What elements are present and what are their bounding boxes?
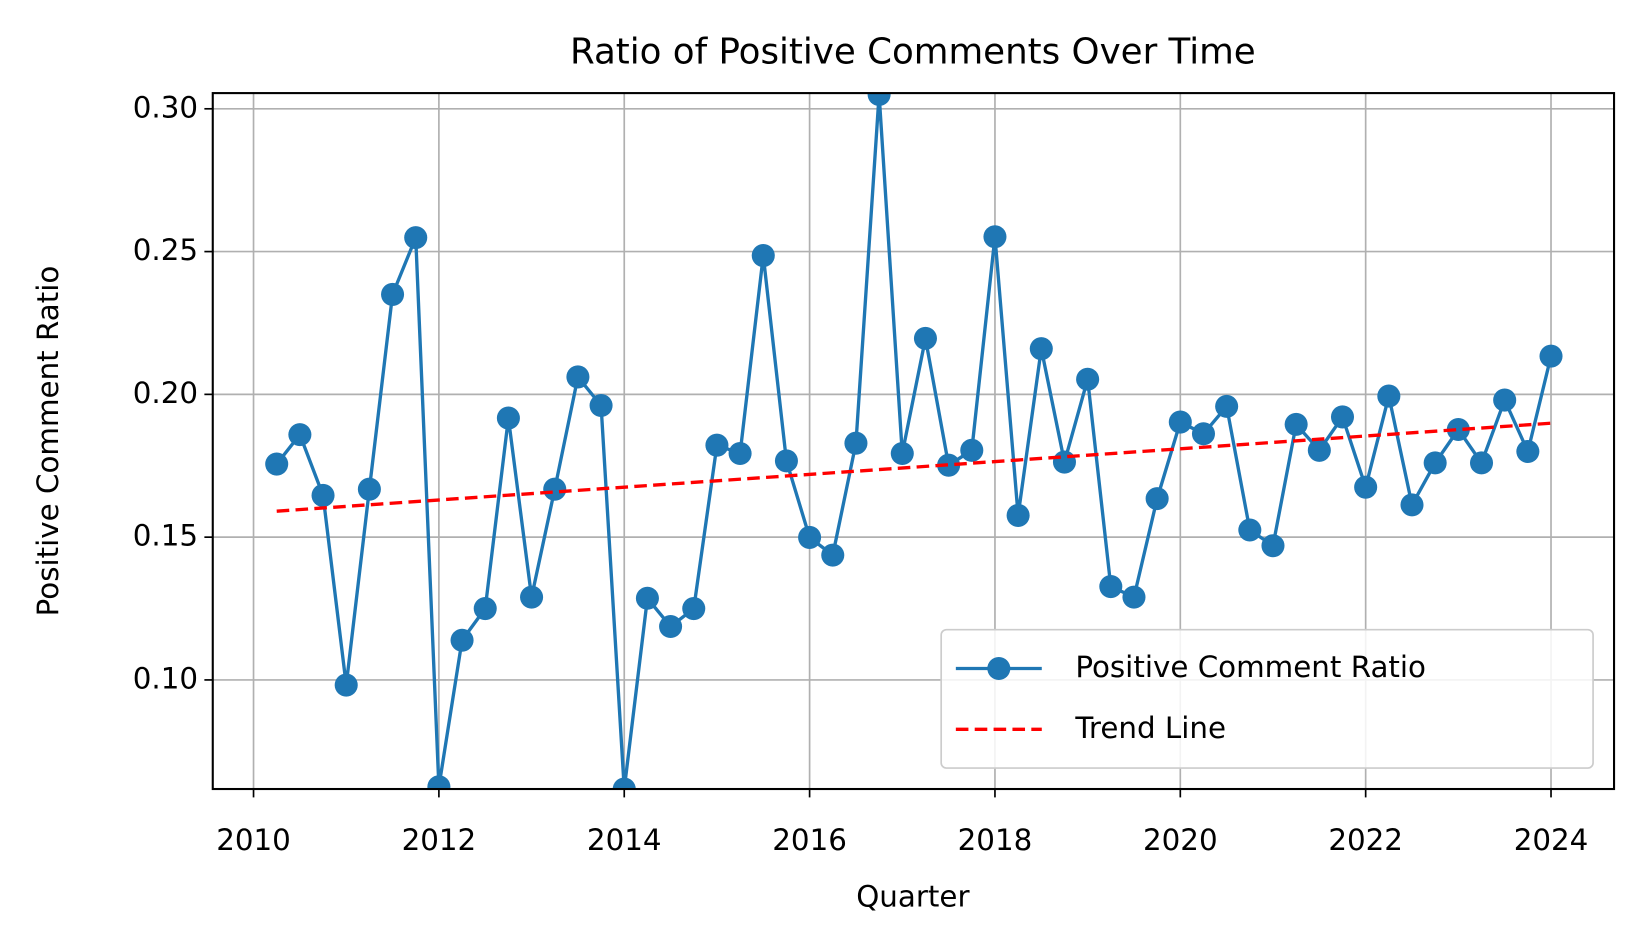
data-point — [659, 615, 683, 639]
data-point — [960, 438, 984, 462]
data-point — [334, 673, 358, 697]
legend-box — [940, 628, 1594, 769]
data-point — [1539, 344, 1563, 368]
data-point — [798, 525, 822, 549]
y-tick-label: 0.25 — [133, 233, 198, 267]
data-point — [1052, 450, 1076, 474]
data-point — [288, 423, 312, 447]
data-point — [1076, 367, 1100, 391]
data-point — [1168, 410, 1192, 434]
data-point — [427, 775, 451, 790]
data-line — [276, 421, 1552, 513]
data-point — [1516, 439, 1540, 464]
x-tick-label: 2010 — [216, 823, 291, 857]
data-point — [937, 453, 961, 477]
data-point — [1238, 518, 1262, 542]
data-point — [311, 483, 335, 507]
data-point — [1400, 493, 1424, 517]
data-point — [543, 477, 567, 501]
data-point — [1284, 412, 1308, 436]
data-point — [1122, 585, 1146, 609]
data-point — [1354, 475, 1378, 499]
data-point — [1377, 384, 1401, 408]
x-tick-label: 2016 — [772, 823, 847, 857]
data-point — [589, 393, 613, 418]
data-point — [1330, 405, 1355, 429]
data-point — [1307, 438, 1331, 462]
data-point — [751, 244, 775, 268]
data-point — [728, 441, 752, 466]
x-tick-label: 2018 — [958, 823, 1033, 857]
data-point — [1469, 451, 1494, 475]
data-point — [821, 543, 845, 567]
plot-area — [265, 93, 1563, 790]
chart-title: Ratio of Positive Comments Over Time — [570, 31, 1256, 72]
x-tick-label: 2012 — [402, 823, 477, 857]
data-point — [913, 326, 937, 350]
data-point — [566, 365, 590, 389]
data-point — [1099, 575, 1123, 599]
data-point — [381, 282, 405, 306]
data-point — [357, 477, 381, 501]
data-point — [1006, 503, 1030, 527]
x-axis-label: Quarter — [856, 880, 970, 914]
x-tick-label: 2020 — [1143, 823, 1218, 857]
data-point — [1446, 417, 1470, 442]
data-point — [1215, 394, 1239, 418]
y-axis-label: Positive Comment Ratio — [31, 266, 65, 617]
y-tick-label: 0.30 — [133, 90, 198, 124]
data-point — [450, 628, 474, 652]
data-point — [705, 433, 729, 457]
data-point — [496, 406, 520, 430]
y-tick-label: 0.20 — [133, 376, 198, 410]
data-point — [983, 225, 1007, 249]
x-tick-label: 2014 — [587, 823, 662, 857]
data-point — [867, 93, 891, 107]
legend: Positive Comment Ratio Trend Line — [940, 628, 1594, 769]
data-point — [1423, 451, 1447, 475]
data-point — [1145, 487, 1169, 511]
data-point — [1029, 337, 1053, 361]
plot-frame — [211, 92, 1616, 791]
data-point — [265, 452, 289, 476]
y-tick-label: 0.15 — [133, 519, 198, 553]
data-point — [890, 441, 914, 466]
data-point — [682, 597, 706, 621]
grid — [212, 93, 1615, 790]
legend-label: Trend Line — [1074, 711, 1226, 745]
y-tick-label: 0.10 — [133, 661, 198, 695]
data-point — [774, 449, 798, 473]
x-tick-label: 2024 — [1514, 823, 1589, 857]
legend-label: Positive Comment Ratio — [1075, 650, 1426, 684]
data-point — [844, 431, 868, 455]
data-point — [404, 226, 428, 250]
data-point — [1261, 534, 1285, 558]
legend-marker — [987, 656, 1011, 681]
data-point — [473, 597, 497, 621]
data-point — [635, 586, 659, 610]
data-point — [1493, 388, 1517, 412]
data-point — [1191, 422, 1216, 446]
data-point — [520, 585, 544, 609]
data-point — [612, 777, 636, 790]
x-tick-label: 2022 — [1328, 823, 1403, 857]
